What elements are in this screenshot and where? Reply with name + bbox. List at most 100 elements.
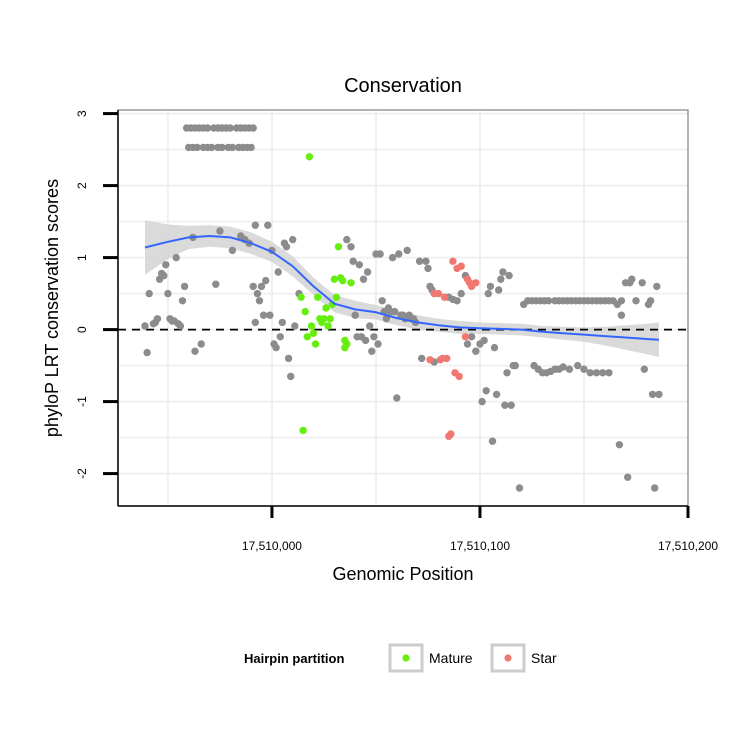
confidence-band	[145, 220, 659, 357]
point-other	[480, 336, 488, 345]
point-other	[291, 322, 299, 330]
point-other	[162, 261, 170, 269]
point-other	[212, 280, 220, 288]
point-other	[515, 484, 524, 492]
point-other	[274, 268, 282, 276]
point-other	[559, 363, 567, 371]
point-other	[501, 401, 509, 409]
point-other	[478, 397, 486, 406]
point-other	[160, 271, 168, 280]
point-mature	[347, 279, 355, 287]
x-axis-title: Genomic Position	[332, 564, 473, 584]
point-mature	[322, 304, 330, 312]
point-other	[472, 347, 480, 355]
point-other	[495, 286, 503, 294]
point-other	[463, 340, 472, 348]
point-other	[366, 322, 374, 330]
point-other	[586, 369, 594, 377]
point-other	[395, 250, 403, 258]
point-other	[638, 279, 646, 287]
point-other	[511, 361, 519, 370]
point-other	[391, 307, 399, 316]
point-star	[449, 257, 457, 265]
legend-title: Hairpin partition	[244, 651, 344, 666]
confidence-band-group	[145, 220, 659, 357]
point-other	[141, 322, 149, 330]
point-mature	[326, 315, 334, 323]
point-mature	[311, 340, 320, 348]
point-other	[467, 333, 476, 341]
point-star	[440, 293, 449, 301]
point-mature	[299, 426, 307, 435]
point-other	[497, 275, 505, 283]
legend-label-mature: Mature	[429, 650, 473, 666]
point-other	[287, 372, 295, 381]
legend-marker-mature	[402, 654, 410, 662]
point-other	[247, 143, 255, 152]
point-other	[349, 257, 357, 265]
point-other	[249, 282, 257, 291]
point-star	[472, 279, 480, 287]
point-other	[422, 257, 430, 265]
y-tick-label: 2	[75, 182, 89, 189]
point-other	[376, 250, 384, 258]
point-other	[191, 347, 199, 355]
point-star	[426, 356, 434, 364]
point-mature	[307, 322, 316, 330]
point-other	[355, 261, 363, 269]
point-other	[259, 311, 268, 319]
point-other	[574, 361, 582, 370]
point-other	[172, 253, 180, 262]
point-other	[272, 343, 280, 352]
point-other	[368, 347, 376, 355]
point-other	[624, 473, 632, 481]
point-other	[503, 369, 511, 377]
y-axis-title: phyloP LRT conservation scores	[42, 179, 62, 437]
point-other	[218, 143, 226, 152]
point-mature	[339, 276, 347, 285]
point-other	[164, 289, 172, 298]
point-mature	[303, 333, 311, 341]
point-mature	[297, 293, 305, 301]
point-other	[632, 297, 640, 305]
point-other	[284, 354, 293, 363]
point-other	[216, 227, 224, 235]
point-other	[605, 369, 613, 377]
points-group	[141, 124, 663, 492]
point-other	[628, 275, 636, 283]
point-other	[363, 268, 372, 276]
point-other	[382, 315, 391, 323]
chart-title: Conservation	[344, 75, 462, 97]
x-tick-label: 17,510,200	[658, 539, 718, 553]
legend-label-star: Star	[531, 650, 557, 666]
point-other	[289, 235, 297, 244]
point-star	[443, 354, 451, 363]
smooth-fit-line	[144, 235, 659, 341]
point-other	[499, 268, 507, 276]
point-star	[457, 262, 465, 270]
point-other	[646, 297, 655, 305]
point-other	[145, 289, 153, 298]
grid	[118, 110, 688, 506]
point-other	[655, 390, 663, 399]
point-other	[282, 243, 291, 251]
point-other	[492, 390, 501, 399]
point-other	[278, 318, 286, 327]
point-other	[264, 221, 272, 229]
point-other	[453, 297, 461, 305]
point-other	[415, 257, 424, 265]
point-other	[226, 124, 234, 132]
point-mature	[301, 307, 309, 316]
point-other	[207, 143, 216, 152]
point-mature	[332, 293, 341, 301]
point-other	[193, 143, 201, 152]
point-other	[197, 340, 205, 348]
point-other	[176, 322, 185, 330]
x-tick-label: 17,510,100	[450, 539, 510, 553]
point-mature	[320, 315, 328, 323]
point-other	[374, 340, 382, 348]
point-other	[457, 289, 465, 298]
point-other	[490, 343, 499, 352]
point-other	[276, 333, 284, 341]
